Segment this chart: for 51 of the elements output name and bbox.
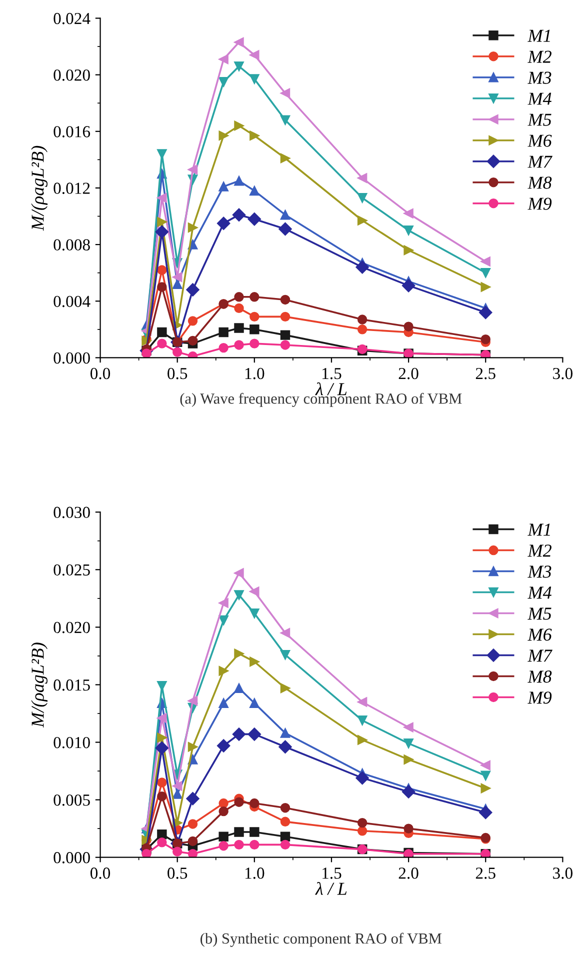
legend-label: M4 [528,92,552,105]
y-tick-label: 0.020 [54,70,90,81]
x-tick-label: 1.5 [322,368,342,380]
legend-label: M1 [528,524,550,536]
legend-label: M1 [528,30,550,42]
legend-label: M8 [528,670,552,683]
y-tick-label: 0.000 [54,852,90,864]
x-tick-label: 0.0 [90,868,110,879]
legend-label: M4 [528,586,552,599]
legend-label: M7 [528,650,552,662]
x-tick-label: 0.5 [168,368,188,380]
legend-label: M2 [528,50,552,63]
legend-label: M9 [528,198,552,210]
y-tick-label: 0.024 [54,12,90,24]
legend-label: M3 [528,566,552,578]
x-tick-label: 2.0 [398,868,418,879]
x-tick-label: 2.5 [476,868,496,879]
legend-label: M7 [528,156,552,168]
y-tick-label: 0.000 [54,352,90,364]
x-tick-label: 0.5 [168,868,188,879]
y-tick-label: 0.005 [54,794,90,806]
x-tick-label: 1.0 [245,368,264,380]
y-tick-label: 0.010 [54,736,90,748]
legend-label: M3 [528,72,552,84]
legend-label: M5 [528,608,552,620]
legend-label: M5 [528,114,552,126]
y-tick-label: 0.016 [54,126,90,138]
y-tick-label: 0.020 [54,622,90,634]
text: (b) Synthetic component RAO of VBM [200,932,442,947]
y-tick-label: 0.008 [54,239,90,251]
x-tick-label: 3.0 [553,368,572,380]
x-tick-label: 3.0 [553,868,572,879]
legend-label: M6 [528,134,552,147]
legend-label: M2 [528,544,552,557]
y-tick-label: 0.030 [54,506,90,518]
x-tick-label: 1.5 [322,868,342,879]
y-tick-label: 0.004 [54,296,90,308]
legend-label: M9 [528,692,552,704]
y-axis-title: M/(ρagL²B) [31,642,48,728]
x-tick-label: 1.0 [245,868,264,879]
y-tick-label: 0.012 [54,182,90,194]
x-tick-label: 2.0 [398,368,418,380]
x-axis-title: λ / L [315,382,347,396]
legend-label: M8 [528,176,552,189]
y-tick-label: 0.015 [54,679,90,691]
x-axis-title: λ / L [315,882,347,895]
y-tick-label: 0.025 [54,564,90,576]
y-axis-title: M/(ρagL²B) [31,146,48,231]
legend-label: M6 [528,628,552,641]
x-tick-label: 0.0 [90,368,110,380]
x-tick-label: 2.5 [476,368,496,380]
